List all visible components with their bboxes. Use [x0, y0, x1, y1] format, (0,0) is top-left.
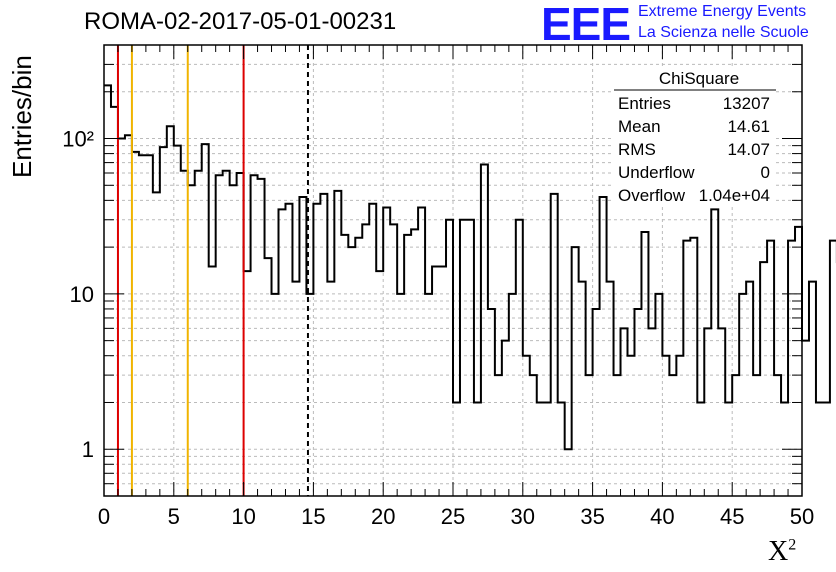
x-tick-label: 0	[98, 504, 110, 529]
x-tick-label: 45	[720, 504, 744, 529]
x-axis-label-sup: 2	[788, 536, 797, 554]
x-tick-label: 20	[371, 504, 395, 529]
stats-value: 0	[761, 163, 770, 182]
x-tick-label: 25	[441, 504, 465, 529]
x-tick-label: 35	[580, 504, 604, 529]
logo-line-2: La Scienza nelle Scuole	[638, 24, 809, 41]
stats-box: ChiSquare Entries 13207 Mean 14.61 RMS 14.07 Un…	[614, 66, 776, 206]
stats-value: 14.07	[727, 140, 770, 159]
x-axis-label-text: X	[768, 536, 789, 567]
stats-title: ChiSquare	[659, 69, 739, 88]
x-tick-label: 15	[301, 504, 325, 529]
x-tick-label: 30	[511, 504, 535, 529]
x-tick-label: 40	[650, 504, 674, 529]
stats-bg	[614, 66, 776, 206]
histogram	[104, 84, 836, 451]
chart-title: ROMA-02-2017-05-01-00231	[84, 8, 397, 35]
stats-label: Mean	[618, 117, 661, 136]
y-tick-label: 10	[70, 282, 94, 307]
x-tick-label: 10	[231, 504, 255, 529]
histogram-step	[104, 84, 836, 451]
x-tick-label: 50	[790, 504, 814, 529]
x-tick-label: 5	[168, 504, 180, 529]
axes: 0 5 10 15 20 25 30 35 40 45 50 1 10 10²	[62, 44, 814, 529]
eee-logo: EEE	[541, 0, 631, 50]
stats-label: RMS	[618, 140, 656, 159]
stats-value: 1.04e+04	[699, 186, 770, 205]
stats-label: Underflow	[618, 163, 695, 182]
stats-value: 14.61	[727, 117, 770, 136]
stats-value: 13207	[723, 94, 770, 113]
y-tick-label: 10²	[62, 127, 94, 152]
y-tick-label: 1	[82, 437, 94, 462]
x-axis-label: X2	[768, 536, 796, 568]
stats-label: Entries	[618, 94, 671, 113]
stats-label: Overflow	[618, 186, 686, 205]
marker-lines	[116, 45, 309, 496]
logo-line-1: Extreme Energy Events	[638, 3, 807, 20]
